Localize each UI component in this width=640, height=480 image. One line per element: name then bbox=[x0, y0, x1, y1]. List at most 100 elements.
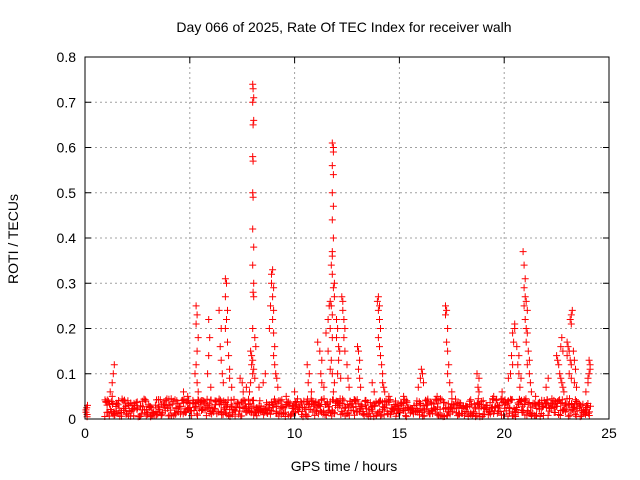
data-point-background bbox=[353, 396, 361, 404]
y-tick-label: 0.8 bbox=[57, 49, 77, 65]
data-point bbox=[304, 379, 312, 387]
data-point-background bbox=[433, 410, 441, 418]
data-point bbox=[338, 293, 346, 301]
data-point bbox=[291, 388, 299, 396]
data-point bbox=[442, 302, 449, 310]
data-point bbox=[307, 388, 315, 396]
data-point-background bbox=[132, 399, 140, 407]
data-point bbox=[249, 225, 257, 233]
data-point bbox=[250, 293, 258, 301]
data-point-background bbox=[585, 412, 593, 419]
data-point bbox=[328, 189, 336, 197]
data-point bbox=[516, 383, 524, 391]
data-point bbox=[270, 352, 278, 360]
data-point bbox=[553, 352, 561, 360]
data-point bbox=[207, 383, 215, 391]
data-point bbox=[443, 306, 451, 314]
data-point-background bbox=[301, 404, 309, 412]
data-point bbox=[184, 392, 192, 400]
data-point-background bbox=[278, 396, 286, 404]
data-point bbox=[267, 302, 274, 310]
data-point bbox=[334, 370, 342, 378]
data-point bbox=[443, 338, 451, 346]
y-tick-label: 0 bbox=[68, 411, 76, 427]
data-point bbox=[416, 374, 424, 382]
data-point bbox=[513, 343, 521, 351]
data-point bbox=[368, 379, 376, 387]
data-point bbox=[356, 356, 364, 364]
data-point bbox=[328, 139, 336, 147]
data-point bbox=[328, 216, 336, 224]
data-point bbox=[370, 388, 378, 396]
data-point bbox=[249, 121, 257, 129]
data-point bbox=[272, 370, 280, 378]
data-point-background bbox=[266, 410, 274, 418]
data-point-background bbox=[156, 396, 164, 404]
data-point bbox=[355, 365, 362, 373]
data-point-background bbox=[519, 402, 527, 410]
data-point bbox=[567, 320, 575, 328]
data-point bbox=[523, 329, 531, 337]
data-point-background bbox=[571, 410, 579, 418]
data-point bbox=[270, 306, 278, 314]
data-point bbox=[334, 325, 342, 332]
data-point bbox=[564, 343, 572, 351]
y-tick-label: 0.3 bbox=[57, 275, 77, 291]
data-point bbox=[268, 270, 275, 278]
data-point bbox=[569, 347, 577, 355]
data-point bbox=[221, 325, 229, 332]
data-point bbox=[303, 361, 311, 369]
data-point bbox=[376, 316, 383, 323]
data-point bbox=[250, 279, 258, 287]
data-point-background bbox=[377, 412, 385, 420]
axes bbox=[84, 56, 610, 420]
data-point bbox=[526, 379, 534, 387]
data-point bbox=[326, 297, 334, 305]
data-point bbox=[355, 347, 362, 355]
data-point bbox=[586, 365, 594, 373]
data-point bbox=[249, 85, 257, 93]
data-point-background bbox=[190, 407, 198, 414]
data-point bbox=[252, 343, 260, 351]
data-point-background bbox=[159, 402, 167, 410]
data-point-background bbox=[583, 404, 591, 411]
data-point bbox=[542, 383, 550, 391]
data-point bbox=[327, 356, 335, 364]
data-point-background bbox=[566, 395, 573, 403]
data-point bbox=[377, 325, 384, 332]
data-point bbox=[329, 202, 337, 210]
data-point bbox=[521, 275, 529, 283]
data-point-background bbox=[142, 397, 150, 405]
data-point bbox=[582, 388, 590, 396]
data-point-background bbox=[340, 397, 348, 405]
data-point bbox=[333, 334, 340, 342]
data-point bbox=[344, 374, 352, 382]
data-point bbox=[556, 370, 564, 378]
data-point bbox=[327, 261, 335, 269]
data-point bbox=[567, 361, 575, 369]
data-point bbox=[194, 334, 202, 342]
data-point-background bbox=[339, 395, 347, 403]
data-point bbox=[221, 293, 229, 301]
data-point bbox=[261, 370, 269, 378]
data-point bbox=[318, 379, 326, 387]
data-point bbox=[475, 388, 483, 396]
data-point bbox=[509, 329, 517, 337]
data-point bbox=[414, 383, 422, 391]
data-point-background bbox=[386, 396, 394, 404]
data-point bbox=[192, 302, 200, 310]
data-point bbox=[226, 374, 234, 382]
data-point bbox=[250, 365, 258, 373]
data-point bbox=[444, 325, 452, 332]
data-point bbox=[249, 356, 257, 364]
data-point-background bbox=[480, 410, 488, 418]
data-point bbox=[417, 365, 425, 373]
data-point bbox=[473, 370, 481, 378]
data-point bbox=[557, 343, 565, 351]
data-point bbox=[377, 352, 384, 360]
data-point-background bbox=[111, 410, 119, 418]
data-point-background bbox=[486, 399, 494, 407]
data-point bbox=[316, 347, 324, 355]
data-point bbox=[329, 284, 337, 292]
